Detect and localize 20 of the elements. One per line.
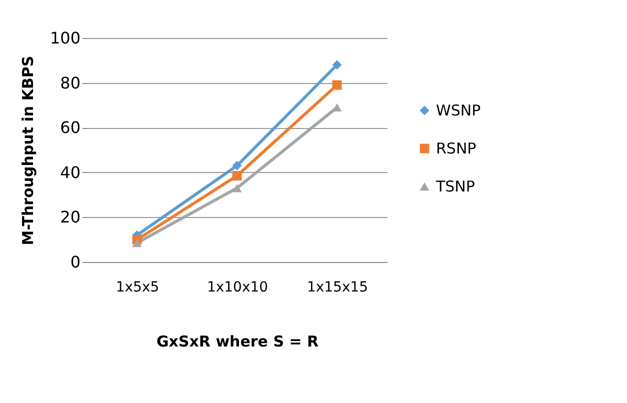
point <box>332 60 342 70</box>
y-tick-label: 60 <box>60 118 80 138</box>
legend-label: TSNP <box>435 178 475 196</box>
legend-label: RSNP <box>436 140 476 158</box>
y-tick-label: 0 <box>70 252 80 272</box>
y-tick-label: 40 <box>60 162 80 182</box>
x-tick-label: 1x5x5 <box>116 280 160 296</box>
point <box>132 238 142 248</box>
y-tick-label: 80 <box>60 73 80 92</box>
x-axis-title: GxSxR where S = R <box>156 332 319 350</box>
point <box>232 160 242 170</box>
point <box>232 171 242 181</box>
point <box>332 80 342 90</box>
legend-label: WSNP <box>436 102 481 120</box>
y-axis-title: M-Throughput in KBPS <box>18 56 37 246</box>
x-tick-label: 1x15x15 <box>306 280 368 296</box>
y-tick-label: 20 <box>60 208 80 227</box>
y-tick-label: 100 <box>50 28 80 48</box>
x-tick-label: 1x10x10 <box>206 280 268 296</box>
point <box>232 184 242 192</box>
